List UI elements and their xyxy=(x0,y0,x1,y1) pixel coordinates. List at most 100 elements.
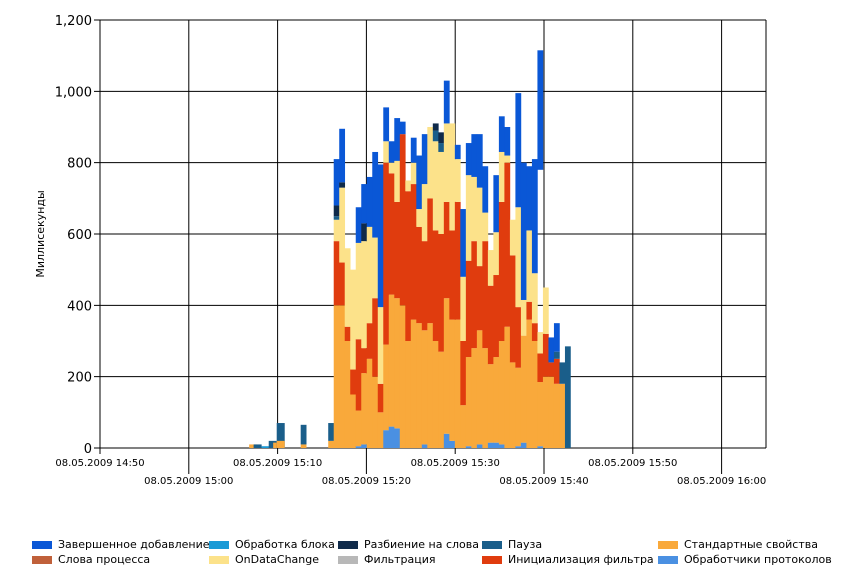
bar-segment xyxy=(493,442,500,448)
bar-segment xyxy=(531,273,538,324)
bar-segment xyxy=(339,128,346,183)
bar-segment xyxy=(276,423,285,448)
bar-segment xyxy=(548,337,555,363)
legend-swatch xyxy=(658,555,678,564)
bar-segment xyxy=(476,134,483,188)
bar-segment xyxy=(361,241,368,349)
bar-segment xyxy=(454,319,461,448)
bar-segment xyxy=(471,134,478,177)
bar-segment xyxy=(537,50,544,170)
bar-segment xyxy=(482,166,489,213)
bar-segment xyxy=(261,446,270,448)
bar-segment xyxy=(355,242,362,340)
bar-segment xyxy=(249,444,258,448)
bar-segment xyxy=(350,394,357,448)
bar-segment xyxy=(300,444,307,448)
legend-swatch xyxy=(209,540,229,549)
bar-segment xyxy=(460,341,467,406)
bar-segment xyxy=(372,151,379,238)
bar-segment xyxy=(476,444,483,448)
bar-segment xyxy=(504,155,511,163)
bar-segment xyxy=(268,440,277,448)
bar-segment xyxy=(438,234,445,352)
bar-segment xyxy=(504,162,511,327)
bar-segment xyxy=(394,118,401,161)
bar-segment xyxy=(333,205,340,217)
bar-segment xyxy=(350,369,357,395)
bar-segment xyxy=(333,305,340,448)
bar-segment xyxy=(537,332,544,354)
bar-segment xyxy=(276,440,285,448)
bar-segment xyxy=(498,151,505,202)
legend-swatch xyxy=(32,555,52,564)
bar-segment xyxy=(553,383,560,448)
legend-item: OnDataChange xyxy=(209,553,319,566)
bar-segment xyxy=(438,151,445,234)
bar-segment xyxy=(432,230,439,341)
bar-segment xyxy=(498,341,505,445)
bar-segment xyxy=(537,446,544,448)
bar-segment xyxy=(509,255,516,363)
chart-legend: Завершенное добавление Слова процесса Обра… xyxy=(32,538,832,568)
bar-segment xyxy=(443,123,450,202)
bar-segment xyxy=(482,241,489,349)
legend-item: Стандартные свойства xyxy=(658,538,818,551)
bar-segment xyxy=(515,367,522,447)
legend-label: Стандартные свойства xyxy=(684,538,818,551)
bar-segment xyxy=(537,353,544,383)
bar-segment xyxy=(410,319,417,448)
bar-segment xyxy=(460,209,467,277)
bar-segment xyxy=(520,162,527,300)
bar-segment xyxy=(388,294,395,427)
legend-label: Обработка блока xyxy=(235,538,335,551)
bar-segment xyxy=(559,383,566,448)
bar-segment xyxy=(520,335,527,443)
bar-segment xyxy=(548,362,555,377)
bar-segment xyxy=(366,226,373,324)
bar-segment xyxy=(344,341,351,448)
bar-segment xyxy=(410,184,417,320)
bar-segment xyxy=(339,187,346,263)
bar-segment xyxy=(498,444,505,448)
legend-swatch xyxy=(482,540,502,549)
bar-segment xyxy=(350,269,357,370)
bar-segment xyxy=(449,123,456,231)
bar-segment xyxy=(355,410,362,447)
bar-segment xyxy=(399,305,406,448)
legend-label: Обработчики протоколов xyxy=(684,553,832,566)
bar-segment xyxy=(487,442,494,448)
bar-segment xyxy=(476,330,483,445)
bar-segment xyxy=(531,159,538,274)
y-tick-label: 0 xyxy=(84,442,92,457)
bar-segment xyxy=(421,330,428,445)
bar-segment xyxy=(482,348,489,448)
bar-segment xyxy=(454,144,461,160)
bar-segment xyxy=(443,80,450,124)
legend-label: Разбиение на слова xyxy=(364,538,479,551)
bar-segment xyxy=(383,344,390,431)
bar-segment xyxy=(515,307,522,368)
bar-segment xyxy=(416,209,423,227)
bar-segment xyxy=(454,201,461,320)
bar-segment xyxy=(493,232,500,276)
bar-segment xyxy=(482,212,489,242)
y-tick-label: 800 xyxy=(67,157,92,172)
bar-segment xyxy=(399,121,406,135)
x-tick-label: 08.05.2009 15:00 xyxy=(144,476,233,487)
y-tick-label: 1,000 xyxy=(55,85,92,100)
bar-segment xyxy=(465,357,472,447)
bar-segment xyxy=(432,130,439,142)
bar-segment xyxy=(388,426,395,448)
legend-item: Слова процесса xyxy=(32,553,150,566)
bar-segment xyxy=(366,358,373,448)
bar-segment xyxy=(476,266,483,331)
bar-segment xyxy=(471,176,478,242)
bar-segment xyxy=(515,207,522,308)
bar-segment xyxy=(465,143,472,176)
bar-segment xyxy=(465,175,472,261)
bar-segment xyxy=(361,223,368,242)
bar-segment xyxy=(515,93,522,208)
bar-segment xyxy=(388,173,395,295)
bar-segment xyxy=(471,241,478,349)
